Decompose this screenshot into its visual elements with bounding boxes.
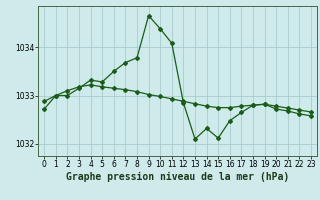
X-axis label: Graphe pression niveau de la mer (hPa): Graphe pression niveau de la mer (hPa) xyxy=(66,172,289,182)
